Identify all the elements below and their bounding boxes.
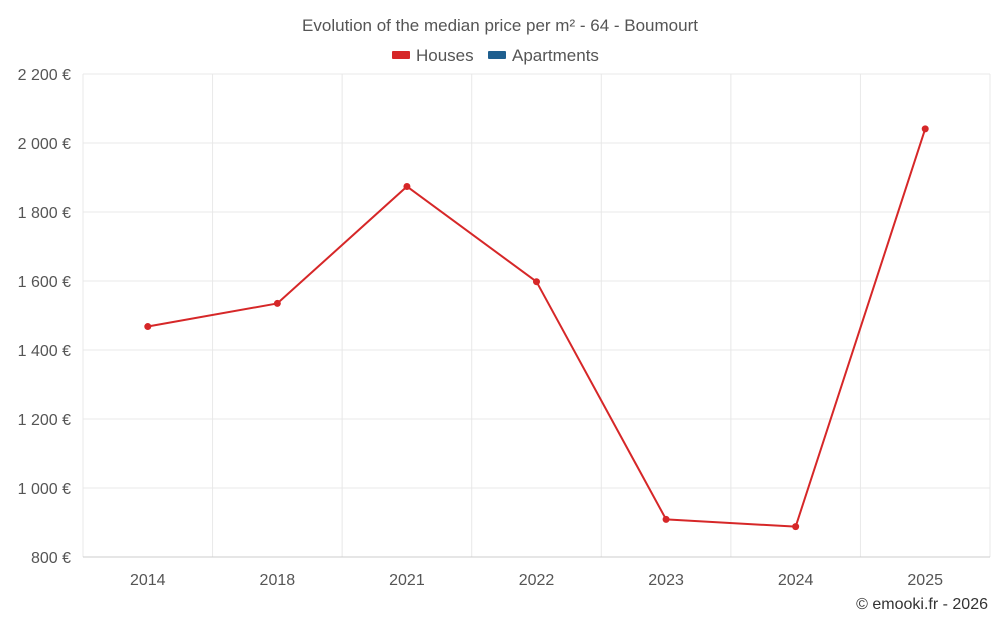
x-axis: 2014 2018 2021 2022 2023 2024 2025 xyxy=(130,572,943,589)
data-point[interactable] xyxy=(792,523,800,531)
series-layer xyxy=(144,125,929,531)
data-point[interactable] xyxy=(533,278,540,286)
data-point[interactable] xyxy=(662,515,670,523)
data-point[interactable] xyxy=(273,299,281,307)
y-tick-label: 1 200 € xyxy=(18,412,71,429)
x-tick-label: 2023 xyxy=(648,572,684,589)
x-tick-label: 2018 xyxy=(260,572,296,589)
grid xyxy=(82,73,991,558)
x-tick-label: 2014 xyxy=(130,572,166,589)
y-tick-label: 2 000 € xyxy=(18,136,71,153)
legend: Houses Apartments xyxy=(392,46,599,65)
legend-label-houses[interactable]: Houses xyxy=(416,46,474,65)
chart-title: Evolution of the median price per m² - 6… xyxy=(302,16,698,35)
legend-swatch-apartments[interactable] xyxy=(488,51,506,59)
y-tick-label: 1 400 € xyxy=(18,343,71,360)
y-tick-label: 1 800 € xyxy=(18,205,71,222)
legend-label-apartments[interactable]: Apartments xyxy=(512,46,599,65)
data-point[interactable] xyxy=(403,182,411,190)
x-tick-label: 2021 xyxy=(389,572,425,589)
y-tick-label: 2 200 € xyxy=(18,67,71,84)
data-point[interactable] xyxy=(921,125,929,133)
y-tick-label: 800 € xyxy=(31,550,71,567)
y-axis: 800 € 1 000 € 1 200 € 1 400 € 1 600 € 1 800 €… xyxy=(18,67,71,567)
y-tick-label: 1 600 € xyxy=(18,274,71,291)
legend-swatch-houses[interactable] xyxy=(392,51,410,59)
y-tick-label: 1 000 € xyxy=(18,481,71,498)
x-tick-label: 2025 xyxy=(907,572,943,589)
data-point[interactable] xyxy=(144,323,152,331)
series-line-houses xyxy=(147,128,927,528)
x-tick-label: 2024 xyxy=(778,572,814,589)
x-tick-label: 2022 xyxy=(519,572,555,589)
copyright-credit: © emooki.fr - 2026 xyxy=(856,596,988,613)
